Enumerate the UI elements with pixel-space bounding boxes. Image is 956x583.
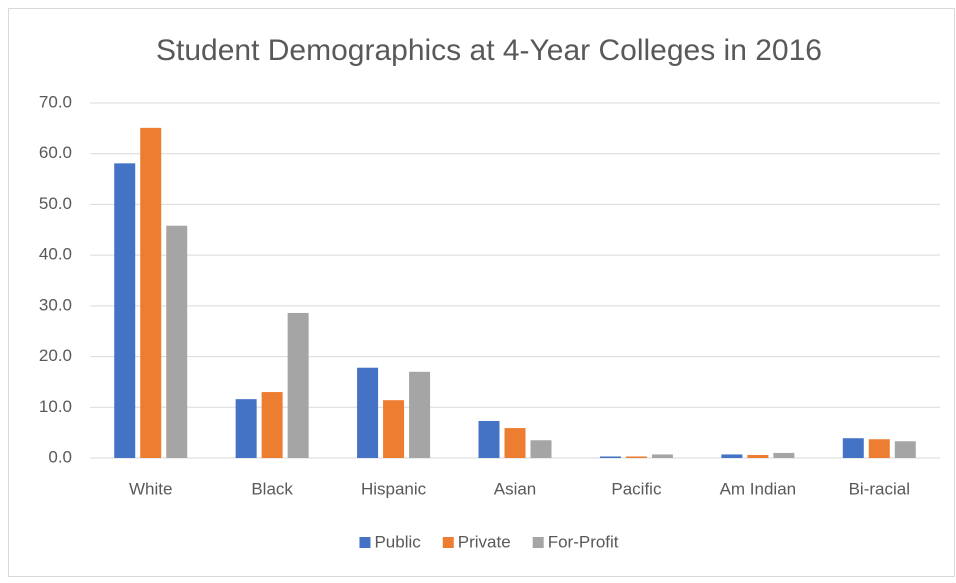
bar xyxy=(747,454,769,458)
x-tick-label: Hispanic xyxy=(361,479,427,498)
bar xyxy=(261,392,283,458)
bar xyxy=(894,441,916,458)
x-tick-label: Pacific xyxy=(611,479,662,498)
bar xyxy=(235,399,257,458)
bar xyxy=(773,452,795,458)
bar xyxy=(357,367,379,458)
legend-label: For-Profit xyxy=(548,532,619,551)
y-tick-label: 10.0 xyxy=(39,397,72,416)
legend-swatch xyxy=(359,537,371,548)
legend-swatch xyxy=(532,537,544,548)
bar xyxy=(478,420,500,458)
y-tick-label: 40.0 xyxy=(39,245,72,264)
y-tick-label: 60.0 xyxy=(39,143,72,162)
bar xyxy=(721,454,743,458)
bar xyxy=(868,439,890,458)
bar xyxy=(625,456,647,458)
y-tick-label: 50.0 xyxy=(39,194,72,213)
bar xyxy=(114,163,136,458)
y-tick-label: 20.0 xyxy=(39,346,72,365)
bar xyxy=(383,400,405,458)
x-tick-label: Asian xyxy=(494,479,537,498)
bar xyxy=(842,438,864,458)
legend-swatch xyxy=(442,537,454,548)
y-tick-label: 0.0 xyxy=(48,447,72,466)
y-tick-label: 30.0 xyxy=(39,295,72,314)
x-tick-label: Black xyxy=(251,479,293,498)
chart-title: Student Demographics at 4-Year Colleges … xyxy=(156,34,822,67)
legend-label: Public xyxy=(374,532,421,551)
bar xyxy=(409,371,431,458)
legend-label: Private xyxy=(458,532,511,551)
bar xyxy=(287,312,309,458)
bar xyxy=(166,225,188,458)
bar xyxy=(530,440,552,458)
x-tick-label: Bi-racial xyxy=(849,479,910,498)
y-tick-label: 70.0 xyxy=(39,92,72,111)
bar xyxy=(140,127,162,458)
bar xyxy=(504,428,526,458)
bar xyxy=(599,456,621,458)
x-tick-label: Am Indian xyxy=(720,479,797,498)
x-tick-label: White xyxy=(129,479,172,498)
bar xyxy=(651,454,673,458)
